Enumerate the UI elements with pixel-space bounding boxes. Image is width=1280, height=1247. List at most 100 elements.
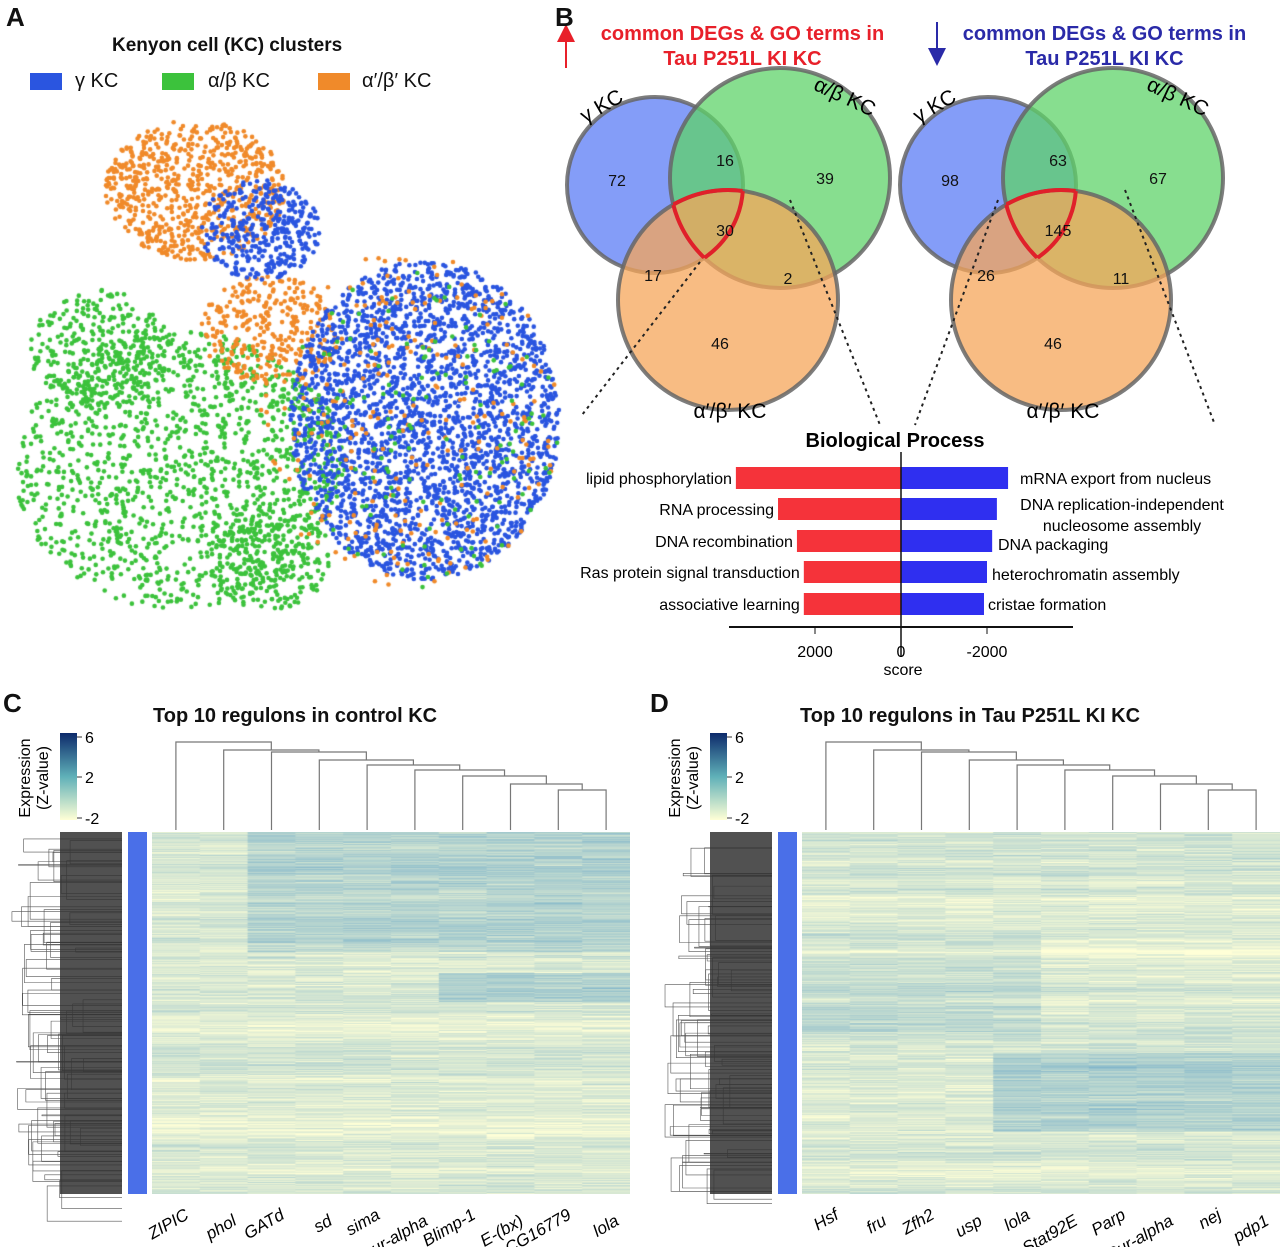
arrow-up-icon-head: [557, 24, 575, 42]
column-label-9: lola: [590, 1211, 622, 1241]
clip-group: [1003, 188, 1076, 273]
bar-down-4: [901, 593, 984, 615]
venn-count-gamma_ab: 16: [716, 153, 734, 170]
column-label-4: lola: [1001, 1205, 1033, 1235]
colorbar-label-2: (Z-value): [35, 746, 52, 810]
venn-count-apbp_only: 46: [1044, 336, 1062, 353]
heatmap-d-title: Top 10 regulons in Tau P251L KI KC: [800, 705, 1141, 727]
bar-label-up-2: DNA recombination: [655, 534, 793, 551]
bar-chart-title: Biological Process: [806, 430, 985, 452]
venn-count-all: 145: [1045, 223, 1072, 240]
connector-line: [789, 199, 881, 426]
x-tick-label-2: -2000: [967, 644, 1008, 661]
bar-label-down-2: DNA packaging: [998, 537, 1108, 554]
venn-count-gamma_apbp: 26: [977, 268, 995, 285]
bar-label-down-0: mRNA export from nucleus: [1020, 471, 1211, 488]
column-label-8: nej: [1195, 1204, 1225, 1232]
venn-label-apbp: α′/β′ KC: [1027, 400, 1100, 423]
legend-swatch-apbp: [318, 73, 350, 90]
heatmap-c: [152, 832, 630, 1194]
venn-count-ab_only: 67: [1149, 171, 1167, 188]
bar-down-3: [901, 561, 987, 583]
column-label-9: pdp1: [1229, 1211, 1272, 1247]
colorbar: [60, 733, 77, 820]
panel-label-d: D: [650, 688, 669, 718]
down-header-line1: common DEGs & GO terms in: [962, 23, 1247, 45]
dendrogram-branch: [825, 741, 922, 830]
bar-label-up-4: associative learning: [659, 597, 800, 614]
venn-count-ab_apbp: 2: [784, 271, 793, 288]
colorbar-label: Expression: [667, 738, 684, 817]
bar-label-up-0: lipid phosphorylation: [586, 471, 732, 488]
clip-group: [670, 188, 743, 273]
dendrogram-branch: [1016, 764, 1111, 830]
venn-count-all: 30: [716, 223, 734, 240]
legend-label-apbp: α′/β′ KC: [362, 70, 432, 92]
up-header-line1: common DEGs & GO terms in: [600, 23, 885, 45]
colorbar: [710, 733, 727, 820]
arrow-down-icon-head: [928, 48, 946, 66]
heatD-column-dendrogram: [825, 741, 1257, 830]
column-label-2: Zfh2: [898, 1205, 938, 1239]
bar-label-down-1b: nucleosome assembly: [1043, 518, 1201, 535]
row-dendrogram-dense: [60, 832, 122, 1194]
scatter-title: Kenyon cell (KC) clusters: [112, 35, 343, 56]
dendrogram-branch: [968, 759, 1065, 830]
up-header: common DEGs & GO terms in Tau P251L KI K…: [580, 22, 905, 72]
venn-count-ab_only: 39: [816, 171, 834, 188]
bar-up-4: [803, 593, 901, 615]
column-label-3: sd: [310, 1211, 336, 1237]
clip-group: [1003, 188, 1076, 273]
up-header-line2: Tau P251L KI KC: [663, 48, 822, 70]
column-label-1: phol: [201, 1210, 240, 1244]
venn-count-ab_apbp: 11: [1113, 271, 1130, 288]
colorbar-label-2: (Z-value): [685, 746, 702, 810]
panel-label-b: B: [555, 2, 574, 32]
row-dendrogram-dense: [710, 832, 772, 1194]
x-tick-label-1: 0: [897, 644, 906, 661]
dendrogram-branch: [557, 789, 607, 830]
bar-label-up-1: RNA processing: [659, 502, 774, 519]
connector-line: [914, 199, 999, 426]
dendrogram-branch: [318, 759, 415, 830]
bar-label-down-3: heterochromatin assembly: [992, 567, 1180, 584]
triple-intersection-outline: [670, 188, 743, 273]
dendrogram-branch: [175, 741, 272, 830]
bar-label-down-4: cristae formation: [988, 597, 1106, 614]
row-annotation-bar: [778, 832, 797, 1194]
bar-up-1: [778, 498, 901, 520]
bar-down-2: [901, 530, 993, 552]
column-label-6: Parp: [1088, 1205, 1129, 1239]
colorbar-tick-label: 6: [735, 730, 744, 747]
heatmap-c-title: Top 10 regulons in control KC: [153, 705, 438, 727]
down-header: common DEGs & GO terms in Tau P251L KI K…: [942, 22, 1267, 72]
dendrogram-branch: [366, 764, 461, 830]
bar-up-0: [735, 467, 901, 489]
column-label-4: sima: [343, 1205, 384, 1239]
column-label-2: GATd: [241, 1205, 288, 1243]
x-axis-label: score: [883, 662, 922, 679]
scatter-plot: [5, 110, 565, 620]
legend-label-ab: α/β KC: [208, 70, 270, 92]
legend-swatch-gamma: [30, 73, 62, 90]
dendrogram-branch: [509, 783, 583, 830]
bar-up-2: [796, 530, 901, 552]
bar-label-up-3: Ras protein signal transduction: [580, 565, 800, 582]
panel-label-c: C: [3, 688, 22, 718]
venn-count-gamma_apbp: 17: [644, 268, 662, 285]
legend-swatch-ab: [162, 73, 194, 90]
row-annotation-bar: [128, 832, 147, 1194]
colorbar-tick-label: 2: [85, 770, 94, 787]
x-tick-label-0: 2000: [797, 644, 833, 661]
dendrogram-branch: [1064, 769, 1156, 830]
heatC-column-dendrogram: [175, 741, 607, 830]
column-label-3: usp: [952, 1211, 985, 1241]
dendrogram-branch: [414, 769, 506, 830]
bar-down-1: [901, 498, 997, 520]
colorbar-tick-label: 2: [735, 770, 744, 787]
colorbar-tick-label: -2: [85, 811, 99, 828]
